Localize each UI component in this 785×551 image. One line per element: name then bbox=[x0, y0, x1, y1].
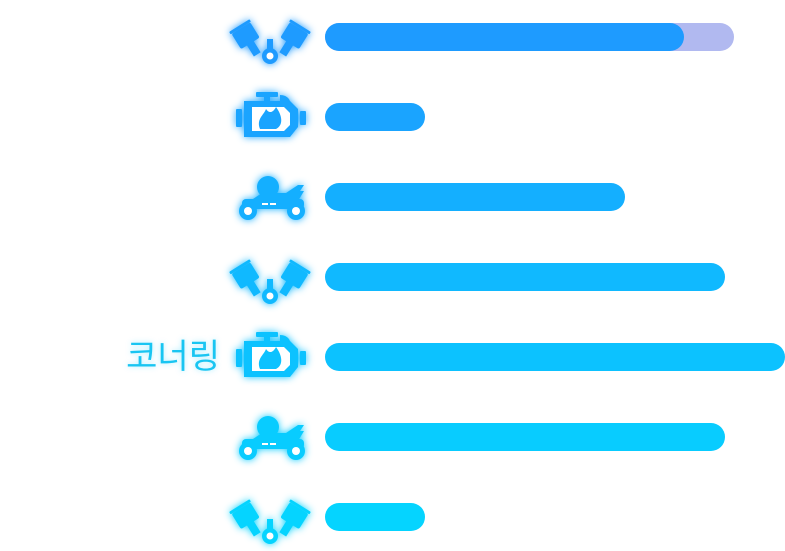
stat-bar-fill bbox=[325, 423, 725, 451]
piston-icon bbox=[228, 487, 312, 547]
stat-bar-fill bbox=[325, 343, 785, 371]
kart-icon bbox=[228, 167, 312, 227]
stat-bar-fill bbox=[325, 23, 684, 51]
stat-bar bbox=[325, 263, 725, 291]
kart-icon bbox=[228, 407, 312, 467]
piston-icon bbox=[228, 247, 312, 307]
stat-bar bbox=[325, 23, 734, 51]
stat-row: 코너링 bbox=[0, 327, 785, 387]
stat-row bbox=[0, 7, 785, 67]
stat-label: 코너링 bbox=[126, 337, 220, 377]
stat-row bbox=[0, 407, 785, 467]
stat-bar bbox=[325, 423, 725, 451]
stat-bar bbox=[325, 103, 425, 131]
stat-row bbox=[0, 167, 785, 227]
stat-row bbox=[0, 87, 785, 147]
stat-bar-fill bbox=[325, 183, 625, 211]
stat-bar-fill bbox=[325, 503, 425, 531]
engine-icon bbox=[228, 87, 312, 147]
stat-bar bbox=[325, 183, 625, 211]
stat-bar-fill bbox=[325, 263, 725, 291]
stat-row bbox=[0, 247, 785, 307]
stat-row bbox=[0, 487, 785, 547]
stat-bar bbox=[325, 343, 785, 371]
engine-icon bbox=[228, 327, 312, 387]
stat-bar bbox=[325, 503, 425, 531]
stat-bar-fill bbox=[325, 103, 425, 131]
piston-icon bbox=[228, 7, 312, 67]
